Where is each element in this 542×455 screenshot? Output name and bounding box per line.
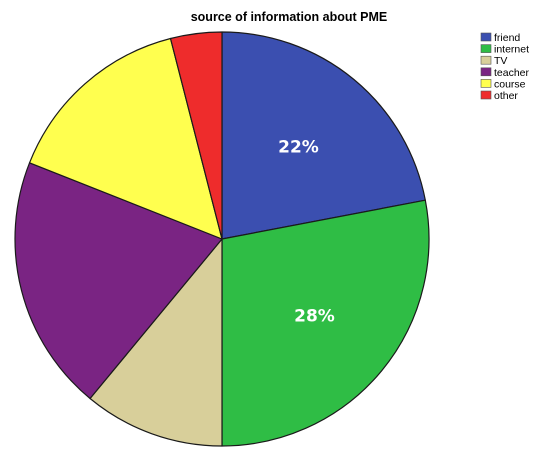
data-label-friend: 22% bbox=[278, 138, 319, 158]
legend-swatch-other bbox=[480, 90, 492, 100]
chart-title: source of information about PME bbox=[191, 10, 388, 24]
legend-label-internet: internet bbox=[494, 44, 529, 56]
pie-slice-course bbox=[28, 37, 223, 240]
legend-swatch-course bbox=[480, 79, 492, 88]
legend-label-friend: friend bbox=[494, 32, 520, 44]
pie-data-labels: 22% 28% bbox=[278, 138, 335, 327]
legend-swatch-teacher bbox=[480, 67, 492, 77]
legend-label-tv: TV bbox=[494, 55, 507, 67]
pie-slice-tv bbox=[89, 238, 223, 447]
legend-label-other: other bbox=[494, 90, 518, 102]
legend-swatch-tv bbox=[480, 55, 492, 65]
legend-label-teacher: teacher bbox=[494, 67, 530, 79]
pie-slice-friend bbox=[221, 31, 426, 240]
data-label-internet: 28% bbox=[294, 307, 335, 327]
pie-slice-internet bbox=[221, 199, 430, 447]
legend-swatch-friend bbox=[480, 32, 492, 42]
pie-slice-other bbox=[169, 31, 223, 240]
legend-swatch-internet bbox=[480, 44, 492, 53]
pie-slices bbox=[14, 31, 430, 447]
pie-slice-teacher bbox=[14, 162, 223, 400]
legend-label-course: course bbox=[494, 78, 526, 90]
